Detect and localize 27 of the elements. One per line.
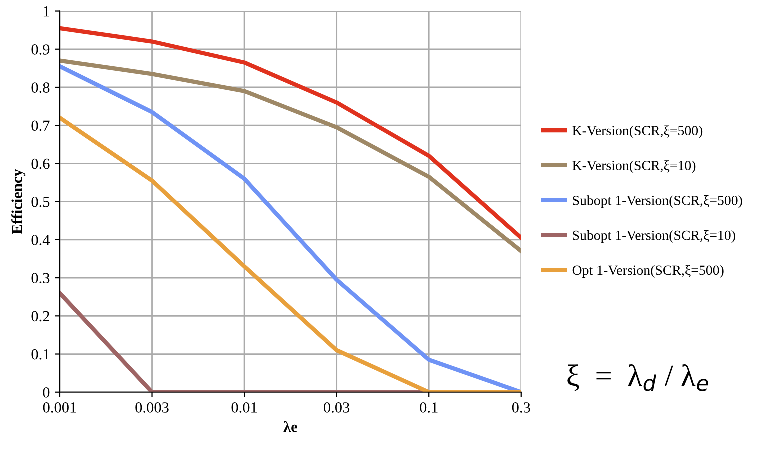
y-tick-label: 0.7 bbox=[32, 120, 50, 132]
legend-label: Opt 1-Version(SCR,ξ=500) bbox=[572, 265, 724, 278]
x-tick-label: 0.003 bbox=[136, 402, 169, 413]
text: ξ = λ$_{d}$ / λ$_{e}$ bbox=[568, 364, 708, 392]
legend-label: Subopt 1-Version(SCR,ξ=500) bbox=[573, 196, 742, 208]
y-tick-label: 1 bbox=[44, 6, 50, 17]
y-tick-label: 0 bbox=[43, 388, 50, 398]
legend-label: K-Version(SCR,ξ=500) bbox=[572, 126, 703, 138]
y-tick-label: 0.3 bbox=[32, 273, 50, 284]
line-series bbox=[60, 26, 522, 240]
x-axis-title: λe bbox=[284, 421, 298, 432]
y-tick-label: 0.4 bbox=[32, 235, 50, 246]
x-tick-label: 0.3 bbox=[512, 402, 530, 413]
y-tick-label: 0.9 bbox=[32, 44, 50, 55]
y-tick-label: 0.2 bbox=[32, 311, 50, 322]
x-tick-label: 0.03 bbox=[324, 402, 350, 413]
x-tick-label: 0.001 bbox=[43, 402, 76, 413]
y-tick-label: 0.8 bbox=[32, 82, 50, 94]
y-axis-title: Efficiency bbox=[12, 169, 26, 234]
y-tick-label: 0.6 bbox=[32, 158, 50, 170]
y-tick-label: 0.1 bbox=[32, 349, 50, 360]
x-tick-label: 0.1 bbox=[420, 402, 438, 413]
line-series bbox=[60, 58, 522, 254]
legend-label: K-Version(SCR,ξ=10) bbox=[572, 160, 696, 174]
y-tick-label: 0.5 bbox=[32, 196, 50, 208]
x-tick-label: 0.01 bbox=[232, 402, 257, 413]
legend-label: Subopt 1-Version(SCR,ξ=10) bbox=[573, 230, 736, 244]
